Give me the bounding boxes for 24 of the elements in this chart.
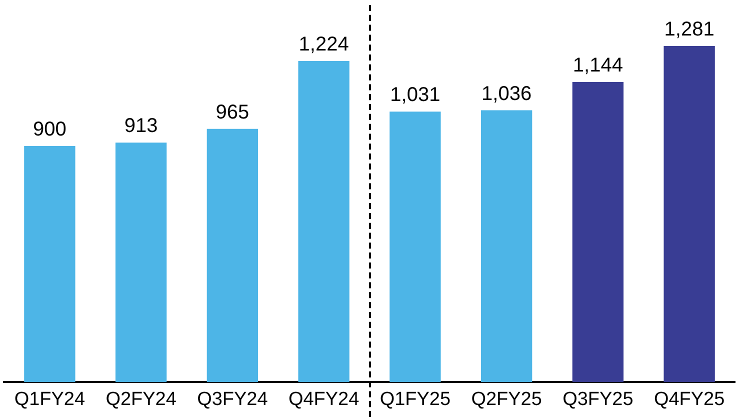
bar: [390, 112, 441, 382]
data-label: 1,036: [482, 82, 532, 105]
data-label: 965: [216, 101, 250, 124]
bar: [480, 110, 532, 382]
data-label: 913: [124, 115, 158, 138]
bar: [664, 46, 715, 382]
data-label: 900: [33, 118, 66, 141]
x-tick-label: Q2FY24: [106, 388, 177, 410]
data-label: 1,031: [390, 84, 440, 106]
data-label: 1,281: [664, 18, 714, 41]
x-tick-label: Q4FY24: [288, 388, 360, 410]
x-tick-label: Q1FY25: [380, 388, 451, 410]
x-tick-label: Q2FY25: [471, 388, 542, 410]
bar: [206, 128, 258, 382]
bar: [115, 142, 167, 382]
x-tick-label: Q3FY25: [562, 388, 634, 410]
data-label: 1,224: [298, 33, 349, 56]
x-tick-label: Q1FY24: [14, 388, 86, 410]
x-tick-label: Q3FY24: [197, 388, 268, 410]
data-label: 1,144: [572, 54, 623, 76]
bar: [24, 146, 76, 382]
bar: [298, 60, 350, 382]
bar: [572, 82, 624, 382]
x-tick-label: Q4FY25: [654, 388, 725, 410]
